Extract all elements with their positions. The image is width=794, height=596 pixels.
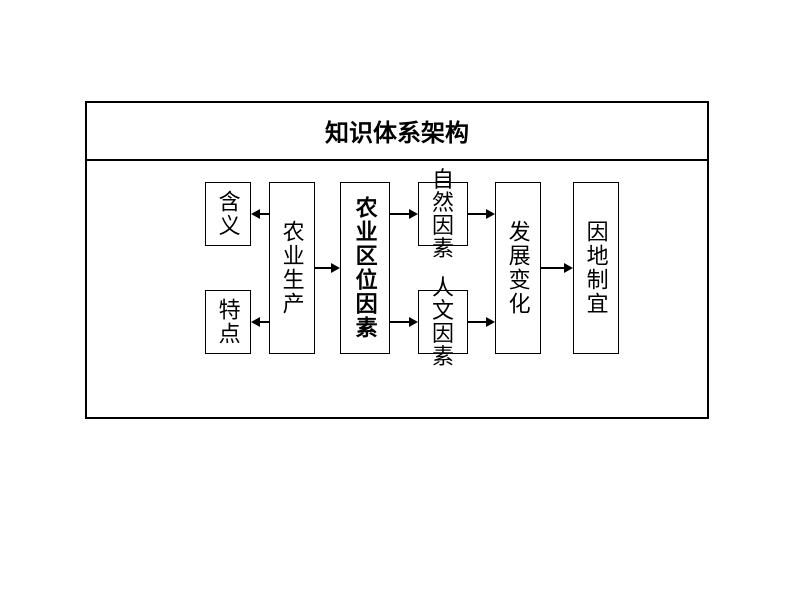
node-label: 农业生产 <box>279 220 304 316</box>
node-label: 含义 <box>215 190 240 238</box>
node-label: 发展变化 <box>505 220 530 316</box>
node-quwei: 农业区位因素 <box>340 182 390 354</box>
node-nongye: 农业生产 <box>269 182 315 354</box>
node-label: 因地制宜 <box>583 220 608 316</box>
node-tedian: 特点 <box>205 290 251 354</box>
node-ziran: 自然因素 <box>418 182 468 246</box>
node-renwen: 人文因素 <box>418 290 468 354</box>
node-label: 人文因素 <box>425 276 461 368</box>
node-label: 农业区位因素 <box>352 196 377 340</box>
node-hanyi: 含义 <box>205 182 251 246</box>
title-divider <box>85 159 709 161</box>
node-label: 特点 <box>215 298 240 346</box>
diagram-title: 知识体系架构 <box>85 101 709 159</box>
node-yindi: 因地制宜 <box>573 182 619 354</box>
node-label: 自然因素 <box>425 168 461 260</box>
node-fazhan: 发展变化 <box>495 182 541 354</box>
